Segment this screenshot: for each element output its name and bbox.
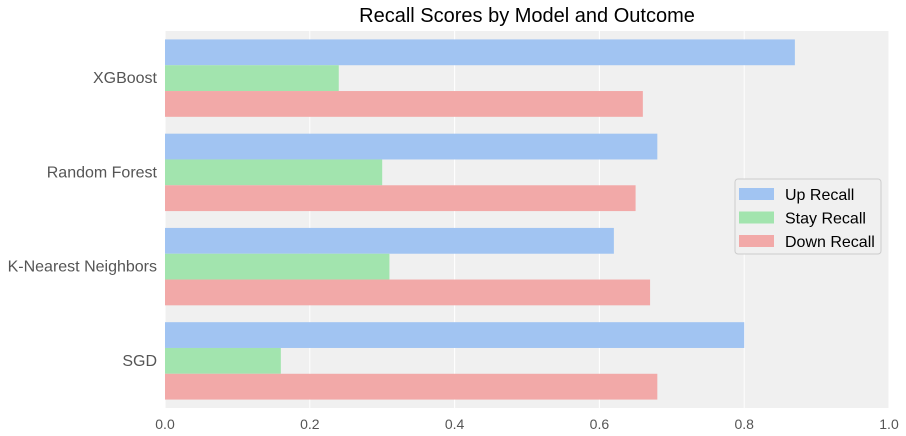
x-tick-labels: 0.0 0.2 0.4 0.6 0.8 1.0 <box>155 416 899 432</box>
bar-up-recall <box>165 39 795 66</box>
x-tick-label: 0.0 <box>155 416 175 432</box>
x-tick-label: 1.0 <box>879 416 899 432</box>
chart-title: Recall Scores by Model and Outcome <box>359 5 695 27</box>
bars <box>165 39 795 400</box>
legend-label: Down Recall <box>785 234 875 251</box>
bar-down-recall <box>165 373 658 400</box>
bar-down-recall <box>165 279 651 306</box>
legend-swatch <box>739 211 774 224</box>
bar-stay-recall <box>165 253 390 280</box>
bar-down-recall <box>165 91 643 117</box>
y-tick-label: Random Forest <box>47 164 158 181</box>
x-tick-label: 0.2 <box>300 416 320 432</box>
x-tick-label: 0.4 <box>445 416 465 432</box>
bar-stay-recall <box>165 159 383 186</box>
y-tick-label: K-Nearest Neighbors <box>8 259 157 276</box>
legend: Up Recall Stay Recall Down Recall <box>734 178 882 255</box>
bar-stay-recall <box>165 347 281 374</box>
bar-up-recall <box>165 322 745 348</box>
x-tick-label: 0.8 <box>734 416 754 432</box>
y-tick-label: XGBoost <box>93 70 158 87</box>
x-tick-label: 0.6 <box>590 416 610 432</box>
legend-label: Stay Recall <box>785 211 866 228</box>
legend-swatch <box>739 188 774 200</box>
bar-down-recall <box>165 185 636 212</box>
legend-swatch <box>739 235 774 247</box>
bar-up-recall <box>165 227 614 254</box>
bar-stay-recall <box>165 65 339 92</box>
bar-up-recall <box>165 133 658 160</box>
y-tick-labels: XGBoost Random Forest K-Nearest Neighbors S… <box>8 70 158 370</box>
y-tick-label: SGD <box>122 353 157 370</box>
legend-label: Up Recall <box>785 187 854 204</box>
